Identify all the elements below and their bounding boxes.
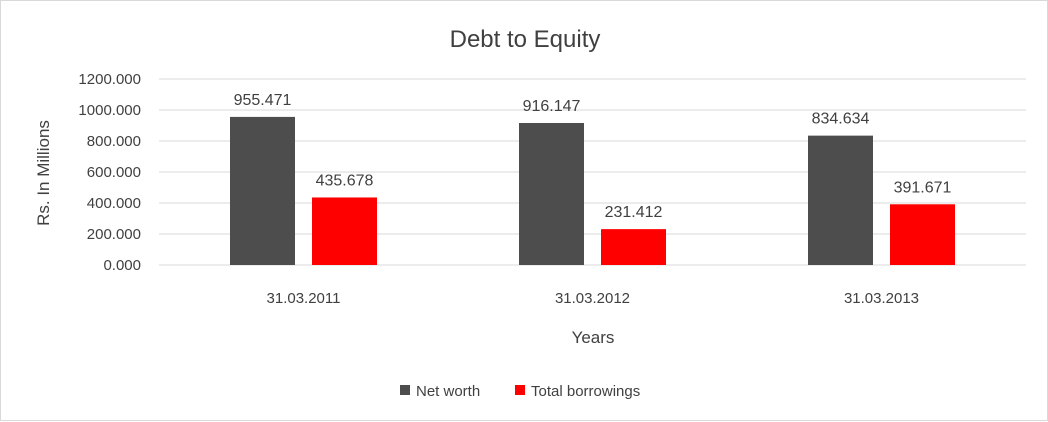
- x-axis-ticks: 31.03.2011 31.03.2012 31.03.2013: [267, 290, 920, 307]
- y-tick-label: 400.000: [87, 195, 141, 212]
- legend-swatch: [515, 385, 525, 395]
- data-label: 916.147: [523, 98, 581, 115]
- x-tick-label: 31.03.2011: [267, 290, 341, 307]
- data-label: 231.412: [605, 204, 663, 221]
- bar-net-worth: [519, 122, 584, 265]
- bar-total-borrowings: [601, 229, 666, 265]
- y-axis-title: Rs. In Millions: [34, 120, 53, 226]
- bar-net-worth: [230, 116, 295, 265]
- y-tick-label: 1000.000: [78, 102, 141, 119]
- x-tick-label: 31.03.2013: [844, 290, 919, 307]
- bar-total-borrowings: [890, 204, 955, 265]
- x-tick-label: 31.03.2012: [555, 290, 630, 307]
- data-label: 435.678: [316, 172, 374, 189]
- y-tick-label: 600.000: [87, 164, 141, 181]
- chart-title: Debt to Equity: [450, 26, 601, 53]
- data-label: 834.634: [812, 111, 870, 128]
- y-tick-label: 800.000: [87, 133, 141, 150]
- legend-swatch: [400, 385, 410, 395]
- y-tick-label: 1200.000: [78, 71, 141, 88]
- bar-net-worth: [808, 135, 873, 265]
- legend-label: Total borrowings: [531, 383, 640, 400]
- data-label: 391.671: [894, 179, 952, 196]
- y-tick-label: 200.000: [87, 226, 141, 243]
- legend: Net worth Total borrowings: [400, 383, 640, 400]
- legend-label: Net worth: [416, 383, 480, 400]
- x-axis-title: Years: [572, 328, 615, 347]
- bar-total-borrowings: [312, 197, 377, 265]
- y-tick-label: 0.000: [103, 257, 141, 274]
- bars: [230, 116, 955, 265]
- data-labels: 955.471 435.678 916.147 231.412 834.634 391.6…: [234, 92, 952, 221]
- gridlines: [159, 78, 1026, 235]
- data-label: 955.471: [234, 92, 292, 109]
- y-axis-ticks: 0.000 200.000 400.000 600.000 800.000 1000.00…: [78, 71, 141, 274]
